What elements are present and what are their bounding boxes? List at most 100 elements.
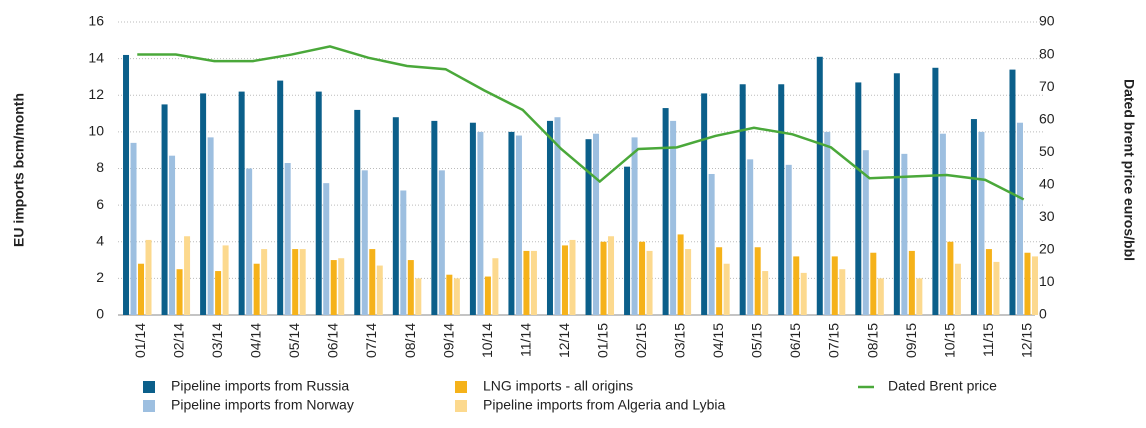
bar	[407, 260, 414, 315]
bar	[662, 108, 669, 315]
y2-tick-label: 30	[1039, 208, 1055, 224]
y2-tick-label: 80	[1039, 45, 1055, 61]
bar	[954, 263, 961, 315]
bar	[624, 166, 631, 315]
bar	[739, 84, 746, 315]
bar	[469, 122, 476, 315]
bar	[785, 164, 792, 315]
bar	[1016, 122, 1023, 315]
y2-axis-title: Dated brent price euros/bbl	[1121, 79, 1137, 261]
bar	[184, 236, 191, 315]
bar	[523, 250, 530, 315]
bar	[947, 241, 954, 315]
bar	[207, 137, 214, 315]
bar	[161, 104, 168, 315]
bar	[215, 271, 222, 315]
y-tick-label: 4	[96, 232, 104, 248]
legend-swatch	[143, 381, 155, 393]
bar	[508, 131, 515, 315]
bar	[716, 247, 723, 315]
bar	[438, 170, 445, 315]
bar	[793, 256, 800, 315]
bar	[723, 263, 730, 315]
legend-swatch	[455, 400, 467, 412]
bar	[939, 133, 946, 315]
bar	[145, 239, 152, 315]
bar	[222, 245, 229, 315]
bar	[839, 269, 846, 315]
x-tick-label: 06/15	[787, 323, 803, 358]
x-tick-label: 09/15	[903, 323, 919, 358]
bar	[338, 258, 345, 315]
bar	[916, 278, 923, 315]
x-tick-label: 11/14	[517, 323, 533, 357]
y-tick-label: 16	[88, 13, 104, 29]
line	[137, 45, 1025, 201]
bar	[261, 249, 268, 315]
bar	[993, 261, 1000, 315]
bar	[284, 163, 291, 315]
bar	[978, 131, 985, 315]
bar	[908, 250, 915, 315]
bar	[893, 73, 900, 316]
legend-label: Dated Brent price	[888, 378, 997, 394]
bar	[546, 120, 553, 315]
bar	[361, 170, 368, 315]
y-tick-label: 8	[96, 159, 104, 175]
x-tick-label: 01/14	[132, 323, 148, 358]
bar	[292, 249, 299, 315]
bar	[932, 67, 939, 315]
bar	[855, 82, 862, 316]
legend-label: Pipeline imports from Russia	[171, 378, 349, 394]
bar	[677, 234, 684, 315]
x-tick-label: 01/15	[594, 323, 610, 358]
bar	[708, 173, 715, 315]
bar	[639, 241, 646, 315]
bar	[901, 153, 908, 315]
y-tick-label: 12	[88, 86, 104, 102]
bar	[123, 54, 130, 316]
bar	[862, 150, 869, 315]
x-tick-label: 05/15	[749, 323, 765, 358]
x-tick-label: 09/14	[440, 323, 456, 358]
y2-tick-label: 0	[1039, 306, 1047, 322]
bar	[330, 260, 337, 315]
bar	[701, 93, 708, 315]
bar	[600, 241, 607, 315]
legend-swatch	[143, 400, 155, 412]
bar	[515, 135, 522, 315]
bar	[446, 274, 453, 315]
x-tick-label: 08/15	[864, 323, 880, 358]
bar	[554, 117, 561, 315]
bar	[492, 258, 499, 315]
x-tick-label: 03/14	[209, 323, 225, 358]
bar	[354, 109, 361, 316]
bar	[253, 263, 260, 315]
bar	[608, 236, 615, 315]
bar	[530, 250, 537, 315]
x-tick-label: 06/14	[325, 323, 341, 358]
legend-label: Pipeline imports from Algeria and Lybia	[483, 397, 725, 413]
bar	[376, 265, 383, 315]
bar	[877, 278, 884, 315]
x-tick-label: 02/14	[171, 323, 187, 358]
bar	[747, 159, 754, 315]
x-tick-label: 12/14	[556, 323, 572, 358]
bar	[778, 84, 785, 315]
bar	[415, 278, 422, 315]
bar	[315, 91, 322, 316]
x-tick-label: 10/15	[941, 323, 957, 358]
bar	[138, 263, 145, 315]
bar	[453, 278, 460, 315]
x-tick-label: 03/15	[672, 323, 688, 358]
bar	[392, 117, 399, 315]
y-tick-label: 2	[96, 269, 104, 285]
bar	[1009, 69, 1016, 315]
x-tick-label: 05/14	[286, 323, 302, 358]
bar	[762, 271, 769, 315]
bar	[431, 120, 438, 315]
y-tick-label: 0	[96, 306, 104, 322]
legend-label: Pipeline imports from Norway	[171, 397, 354, 413]
y2-tick-label: 20	[1039, 241, 1055, 257]
